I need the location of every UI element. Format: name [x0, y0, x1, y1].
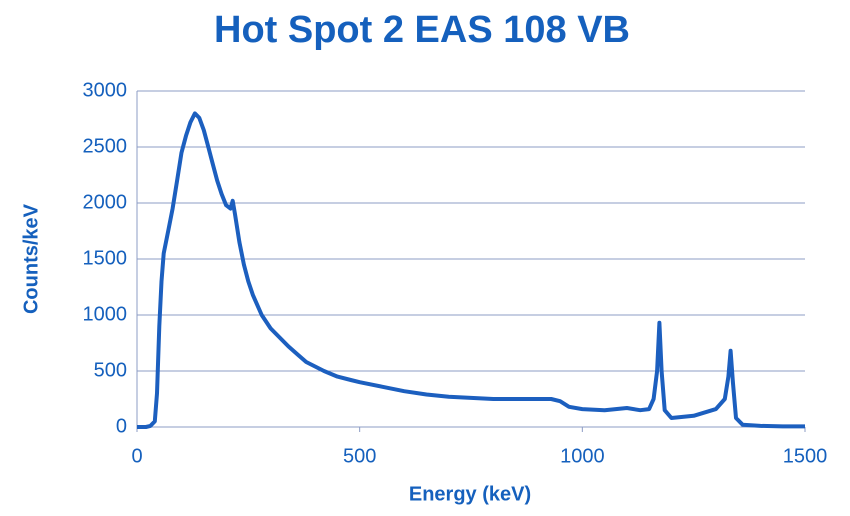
y-tick-label: 1500 — [83, 247, 128, 269]
x-tick-label: 1000 — [560, 445, 605, 467]
data-line — [137, 111, 805, 429]
y-tick-label: 1000 — [83, 303, 128, 325]
y-tick-label: 2500 — [83, 135, 128, 157]
x-axis-label: Energy (keV) — [409, 483, 531, 505]
x-tick-label: 0 — [131, 445, 142, 467]
chart-title: Hot Spot 2 EAS 108 VB — [214, 9, 630, 51]
y-tick-label: 2000 — [83, 191, 128, 213]
x-tick-label: 500 — [343, 445, 376, 467]
y-tick-label: 3000 — [83, 79, 128, 101]
y-tick-label: 500 — [94, 359, 127, 381]
y-tick-label: 0 — [116, 415, 127, 437]
x-tick-label: 1500 — [783, 445, 828, 467]
y-axis-label: Counts/keV — [20, 203, 42, 314]
